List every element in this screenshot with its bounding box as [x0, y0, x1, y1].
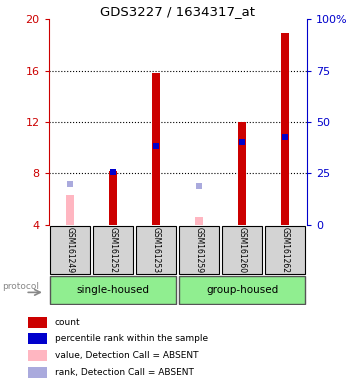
Bar	[50, 226, 90, 273]
Bar	[93, 226, 133, 273]
Text: value, Detection Call = ABSENT: value, Detection Call = ABSENT	[55, 351, 199, 360]
Text: protocol: protocol	[3, 282, 39, 291]
Bar	[222, 226, 262, 273]
Bar	[195, 217, 203, 225]
Bar	[265, 226, 305, 273]
Bar	[28, 333, 47, 344]
Bar	[66, 195, 74, 225]
Text: GSM161259: GSM161259	[195, 227, 204, 273]
Text: GSM161249: GSM161249	[66, 227, 75, 273]
Bar	[136, 226, 176, 273]
Text: group-housed: group-housed	[206, 285, 278, 295]
Bar	[239, 122, 246, 225]
Title: GDS3227 / 1634317_at: GDS3227 / 1634317_at	[100, 5, 255, 18]
Text: GSM161253: GSM161253	[152, 227, 161, 273]
Bar	[28, 367, 47, 378]
Text: rank, Detection Call = ABSENT: rank, Detection Call = ABSENT	[55, 368, 194, 377]
Text: percentile rank within the sample: percentile rank within the sample	[55, 334, 208, 343]
Bar	[152, 73, 160, 225]
Text: GSM161260: GSM161260	[238, 227, 247, 273]
Bar	[179, 276, 305, 304]
Bar	[50, 276, 176, 304]
Bar	[282, 33, 289, 225]
Text: single-housed: single-housed	[77, 285, 150, 295]
Text: GSM161262: GSM161262	[281, 227, 290, 273]
Text: count: count	[55, 318, 81, 327]
Bar	[109, 171, 117, 225]
Bar	[179, 226, 219, 273]
Text: GSM161252: GSM161252	[109, 227, 118, 273]
Bar	[28, 349, 47, 361]
Bar	[28, 316, 47, 328]
